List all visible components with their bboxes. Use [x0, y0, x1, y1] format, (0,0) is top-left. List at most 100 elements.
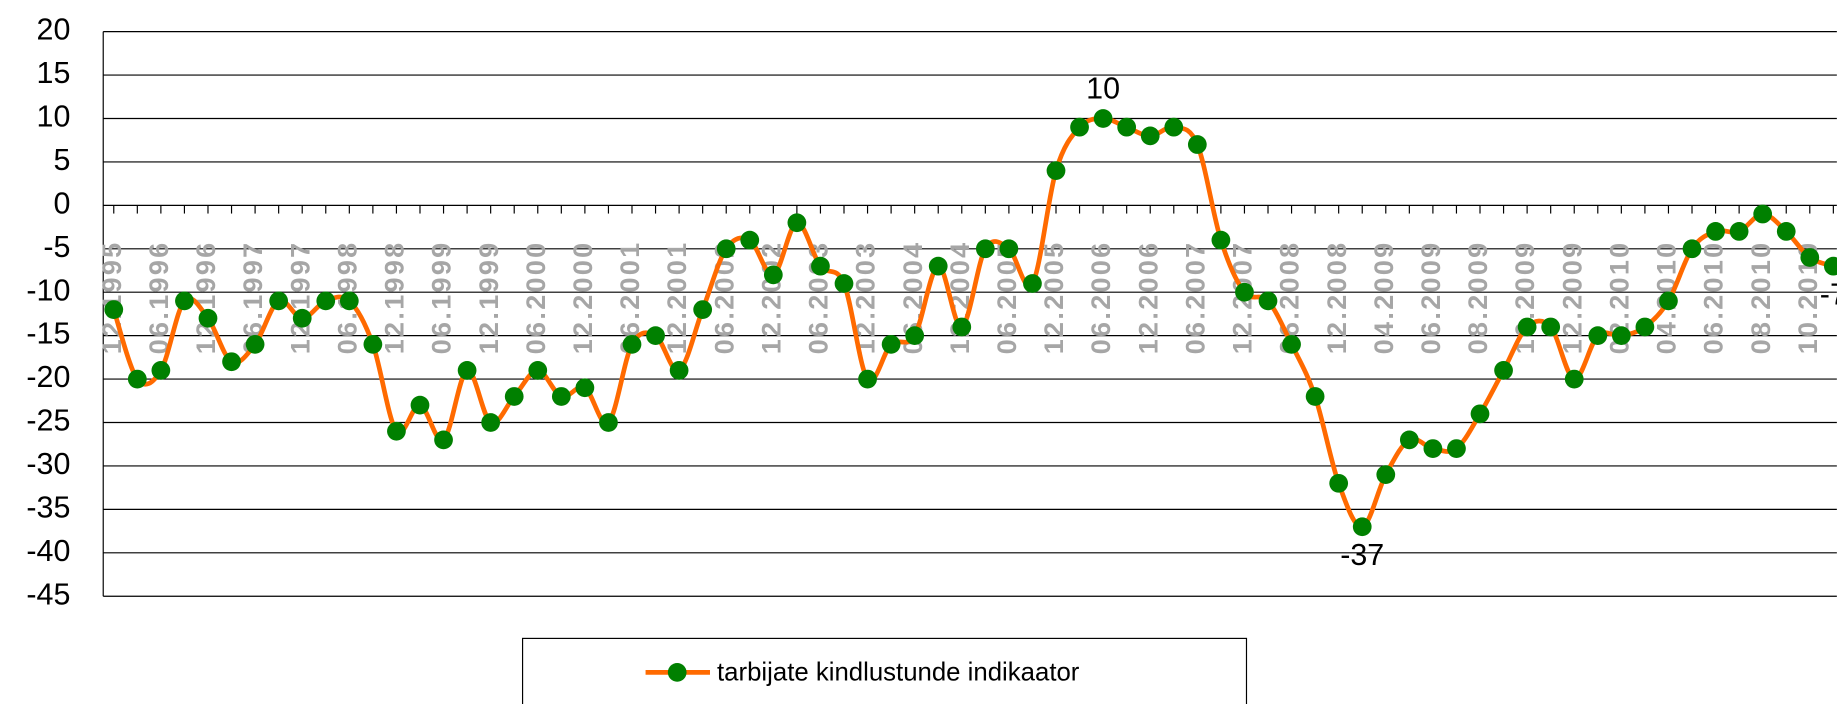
marker	[269, 291, 289, 311]
marker	[127, 369, 147, 389]
legend: tarbijate kindlustunde indikaator	[645, 658, 1080, 686]
marker	[175, 291, 194, 311]
x-tick-label: 12.2006	[1133, 240, 1163, 354]
marker	[1023, 274, 1042, 293]
marker	[1211, 230, 1231, 250]
marker	[1447, 439, 1466, 458]
x-tick-label: 06.2000	[521, 240, 551, 354]
marker	[1564, 369, 1584, 389]
x-tick-label: 12.2001	[662, 240, 692, 354]
data-label: -37	[1340, 538, 1384, 572]
legend-box	[521, 637, 1248, 704]
marker	[551, 387, 571, 406]
x-tick-label: 06.2006	[1086, 240, 1116, 354]
marker	[1776, 222, 1796, 241]
marker	[575, 378, 595, 398]
x-tick-label: 06.2002	[709, 240, 739, 354]
y-tick-label: -45	[26, 577, 70, 611]
marker	[1635, 317, 1655, 337]
x-tick-label: 12.1997	[285, 240, 315, 354]
x-tick-label: 04.2009	[1369, 240, 1399, 354]
x-tick-label: 12.1998	[380, 240, 410, 354]
marker	[1187, 135, 1207, 154]
marker	[434, 430, 453, 450]
marker	[905, 326, 925, 346]
marker	[528, 361, 548, 380]
marker	[1070, 117, 1089, 137]
marker	[1399, 430, 1419, 450]
y-tick-label: -30	[26, 447, 70, 481]
marker	[1352, 517, 1372, 537]
marker	[504, 387, 524, 406]
marker	[858, 369, 877, 389]
marker	[481, 413, 501, 432]
marker	[245, 334, 265, 354]
marker	[1376, 465, 1396, 484]
data-label: -7	[1820, 278, 1837, 312]
y-tick-label: -15	[26, 317, 70, 351]
x-tick-label: 06.2010	[1699, 240, 1729, 354]
grid: -45 -40 -35 -30 -25 -20 -15 -10 -5 0 5 10 15 20	[26, 13, 1837, 611]
y-tick-label: 0	[53, 186, 70, 220]
marker	[763, 265, 783, 285]
marker	[410, 395, 430, 415]
marker	[740, 230, 760, 250]
marker	[1682, 239, 1702, 259]
y-tick-label: -5	[43, 230, 70, 264]
y-tick-label: -40	[26, 534, 70, 568]
plot: 10 -37 -7	[104, 71, 1837, 572]
marker	[787, 213, 807, 233]
marker	[1659, 291, 1678, 311]
marker	[1329, 473, 1349, 493]
y-tick-label: -10	[26, 273, 70, 307]
marker	[1753, 204, 1773, 224]
marker	[1706, 222, 1725, 241]
x-tick-label: 12.2005	[1039, 240, 1069, 354]
marker	[457, 361, 477, 380]
x-tick-label: 06.1996	[144, 240, 174, 354]
marker	[1140, 126, 1160, 146]
marker	[292, 308, 312, 328]
y-tick-label: -35	[26, 490, 70, 524]
marker	[1117, 117, 1137, 137]
marker	[622, 334, 642, 354]
marker	[387, 421, 406, 441]
marker	[1800, 248, 1820, 267]
marker	[834, 274, 854, 293]
x-tick-label: 08.2009	[1463, 240, 1493, 354]
marker	[198, 308, 218, 328]
marker	[363, 334, 383, 354]
x-tick-label: 12.2008	[1322, 240, 1352, 354]
legend-label: tarbijate kindlustunde indikaator	[717, 658, 1080, 686]
marker	[1282, 334, 1301, 354]
marker	[339, 291, 359, 311]
x-tick-label: 12.2009	[1557, 240, 1587, 354]
marker	[1046, 161, 1066, 180]
y-tick-label: 10	[37, 100, 71, 134]
x-tick-label: 12.2000	[568, 240, 598, 354]
marker	[1258, 291, 1278, 311]
marker	[1423, 439, 1443, 458]
y-tick-label: -25	[26, 404, 70, 438]
marker	[1093, 109, 1113, 128]
marker	[1588, 326, 1608, 346]
x-labels: 12.199506.199612.199606.199712.199706.19…	[97, 240, 1823, 354]
marker	[999, 239, 1019, 259]
y-tick-label: 5	[53, 143, 70, 177]
marker	[1517, 317, 1537, 337]
marker	[928, 256, 948, 276]
y-tick-label: 15	[37, 56, 71, 90]
x-tick-label: 06.1999	[427, 240, 457, 354]
data-label: 10	[1086, 71, 1120, 105]
marker	[952, 317, 972, 337]
x-tick-label: 08.2010	[1746, 240, 1776, 354]
marker	[151, 361, 171, 380]
marker	[1729, 222, 1749, 241]
marker	[716, 239, 736, 259]
marker	[811, 256, 830, 276]
x-tick-label: 12.1999	[474, 240, 504, 354]
marker	[881, 334, 901, 354]
marker	[104, 300, 124, 319]
legend-marker	[667, 663, 687, 682]
